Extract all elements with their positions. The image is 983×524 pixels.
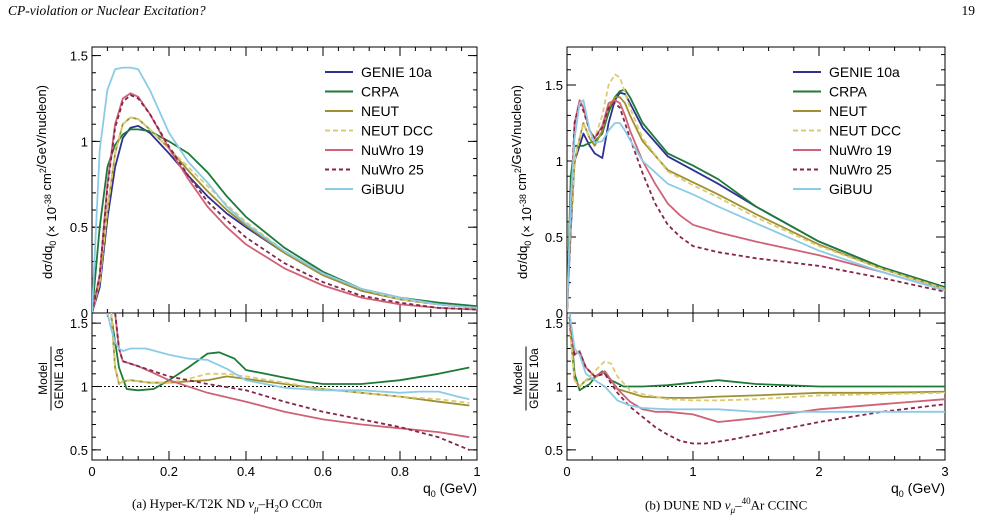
series-line-crpa-b xyxy=(567,88,945,313)
series-line-nuwro-19-a-ratio xyxy=(114,313,470,439)
y-axis-title-part: /GeV/nucleon) xyxy=(509,85,524,168)
x-axis-title-b-ratio: q0 (GeV) xyxy=(891,480,945,499)
legend-label-crpa: CRPA xyxy=(361,84,400,100)
xtick-label-b-ratio: 2 xyxy=(815,464,822,479)
legend-label-neut: NEUT xyxy=(829,103,868,119)
ratio-y-title-bottom-a-ratio: GENIE 10a xyxy=(52,348,66,409)
frame-a xyxy=(91,46,478,314)
x-axis-title-part: (GeV) xyxy=(436,480,477,496)
ytick-label-a-ratio: 1 xyxy=(81,380,88,395)
series-line-nuwro-19-b-ratio xyxy=(568,316,945,423)
xtick-label-b-ratio: 1 xyxy=(689,464,696,479)
legend-label-neut: NEUT xyxy=(361,103,400,119)
y-axis-title-part: 0 xyxy=(48,241,58,246)
series-line-nuwro-25-b-ratio xyxy=(568,316,945,445)
legend-label-neut-dcc: NEUT DCC xyxy=(361,123,433,139)
ytick-label-a: 1.5 xyxy=(70,49,88,64)
legend-label-nuwro-25: NuWro 25 xyxy=(829,162,892,178)
series-line-nuwro-19-b xyxy=(567,99,945,313)
xtick-label-a-ratio: 0.2 xyxy=(160,464,178,479)
series-line-nuwro-25-a-ratio xyxy=(114,313,470,451)
series-line-genie-10a-b xyxy=(567,91,945,313)
ytick-label-b: 1 xyxy=(556,154,563,169)
series-line-nuwro-25-a xyxy=(92,94,477,313)
series-line-crpa-b-ratio xyxy=(568,313,945,392)
y-axis-title-part: dσ/dq xyxy=(515,246,530,279)
y-axis-title-part: /GeV/nucleon) xyxy=(34,85,49,168)
legend-label-genie-10a: GENIE 10a xyxy=(361,64,432,80)
series-line-gibuu-b xyxy=(567,99,945,313)
series-line-gibuu-a xyxy=(92,66,477,313)
x-axis-title-part: q xyxy=(891,480,899,496)
y-axis-title-part: 2 xyxy=(38,168,48,173)
ytick-label-b-ratio: 1 xyxy=(556,380,563,395)
ratio-y-title-top-a-ratio: Model xyxy=(36,362,50,395)
ratio-y-title-a-ratio: Model GENIE 10a xyxy=(36,346,66,411)
xtick-label-a-ratio: 0.4 xyxy=(237,464,255,479)
y-axis-title-part: -38 xyxy=(518,194,528,207)
x-axis-title-part: 0 xyxy=(899,489,904,499)
y-axis-title-part: dσ/dq xyxy=(40,246,55,279)
legend-label-nuwro-19: NuWro 19 xyxy=(361,142,424,158)
ytick-label-b-ratio: 1.5 xyxy=(545,316,563,331)
y-axis-title-part: 0 xyxy=(523,241,533,246)
running-title: CP-violation or Nuclear Excitation? xyxy=(8,3,206,18)
y-axis-title-part: cm xyxy=(514,173,529,194)
legend-label-nuwro-19: NuWro 19 xyxy=(829,142,892,158)
ytick-label-b: 0.5 xyxy=(545,230,563,245)
legend-label-gibuu: GiBUU xyxy=(361,181,405,197)
series-line-gibuu-a-ratio xyxy=(106,313,470,401)
xtick-label-a-ratio: 1 xyxy=(473,464,480,479)
y-axis-title-part: cm xyxy=(39,173,54,194)
ytick-label-b: 1.5 xyxy=(545,78,563,93)
xtick-label-b-ratio: 3 xyxy=(941,464,948,479)
x-axis-title-a-ratio: q0 (GeV) xyxy=(423,480,477,499)
legend-label-nuwro-25: NuWro 25 xyxy=(361,162,424,178)
legend-label-genie-10a: GENIE 10a xyxy=(829,64,900,80)
ratio-y-title-b-ratio: Model GENIE 10a xyxy=(511,346,541,411)
x-axis-title-part: (GeV) xyxy=(904,480,945,496)
series-line-neut-dcc-b xyxy=(567,73,945,313)
caption-a: (a) Hyper-K/T2K ND νμ–H2O CC0π xyxy=(132,496,323,514)
series-line-neut-dcc-a-ratio xyxy=(110,313,470,404)
y-axis-title-part: (× 10 xyxy=(519,207,534,241)
ytick-label-a-ratio: 0.5 xyxy=(70,443,88,458)
ytick-label-a: 1 xyxy=(81,134,88,149)
legend-label-neut-dcc: NEUT DCC xyxy=(829,123,901,139)
ytick-label-a-ratio: 1.5 xyxy=(70,316,88,331)
x-axis-title-part: 0 xyxy=(431,489,436,499)
series-line-nuwro-19-a xyxy=(92,92,477,313)
ytick-label-b: 0 xyxy=(556,306,563,321)
x-axis-title-part: q xyxy=(423,480,431,496)
y-axis-title-part: (× 10 xyxy=(44,207,59,241)
ratio-y-title-top-b-ratio: Model xyxy=(511,362,525,395)
y-axis-title-a: dσ/dq0 (× 10-38 cm2/GeV/nucleon) xyxy=(34,85,59,279)
y-axis-title-part: -38 xyxy=(43,194,53,207)
series-line-crpa-a-ratio xyxy=(110,316,470,392)
ytick-label-b-ratio: 0.5 xyxy=(545,443,563,458)
xtick-label-b-ratio: 0 xyxy=(563,464,570,479)
series-line-neut-dcc-a xyxy=(92,116,477,313)
xtick-label-a-ratio: 0.6 xyxy=(314,464,332,479)
y-axis-title-b: dσ/dq0 (× 10-38 cm2/GeV/nucleon) xyxy=(509,85,534,279)
xtick-label-a-ratio: 0 xyxy=(88,464,95,479)
ytick-label-a: 0 xyxy=(81,306,88,321)
y-axis-title-part: 2 xyxy=(513,168,523,173)
legend-label-crpa: CRPA xyxy=(829,84,868,100)
page-number: 19 xyxy=(961,3,976,18)
series-line-gibuu-b-ratio xyxy=(568,313,945,413)
ratio-y-title-bottom-b-ratio: GENIE 10a xyxy=(527,348,541,409)
xtick-label-a-ratio: 0.8 xyxy=(391,464,409,479)
legend-label-gibuu: GiBUU xyxy=(829,181,873,197)
caption-b: (b) DUNE ND νμ–40Ar CCINC xyxy=(645,496,808,515)
series-line-neut-dcc-b-ratio xyxy=(568,323,945,402)
ytick-label-a: 0.5 xyxy=(70,220,88,235)
